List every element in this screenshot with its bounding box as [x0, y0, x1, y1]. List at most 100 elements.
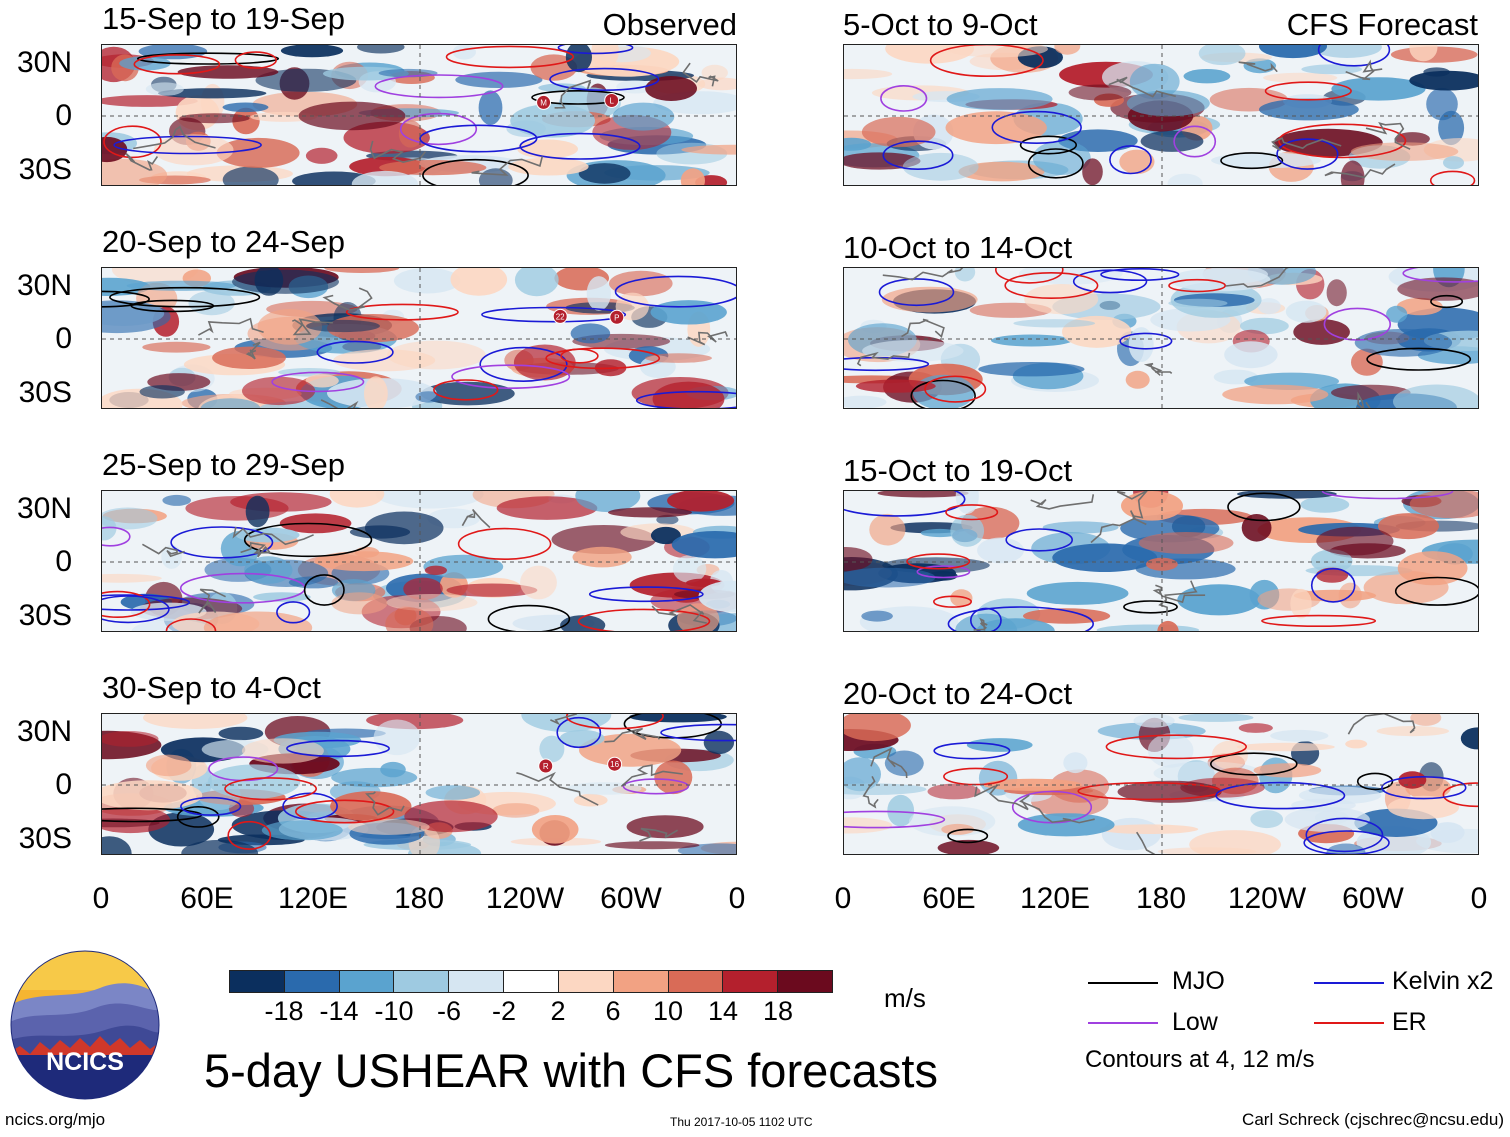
contour-line [577, 608, 711, 631]
anomaly-shading [1133, 714, 1175, 728]
contour-line [481, 306, 627, 323]
coastline [974, 784, 1029, 811]
contour-line [303, 574, 345, 606]
contour-line [970, 607, 1002, 631]
anomaly-shading [844, 783, 927, 795]
y-label: 0 [55, 545, 72, 578]
y-label: 30S [18, 376, 72, 409]
coastline [1116, 491, 1148, 520]
y-label: 30N [16, 715, 72, 748]
colorbar-tick: 6 [605, 996, 621, 1026]
anomaly-shading [844, 567, 936, 588]
x-label: 120W [485, 882, 565, 915]
contour-line [588, 586, 704, 603]
anomaly-shading [375, 491, 484, 509]
anomaly-shading [1099, 824, 1199, 834]
coastline [1143, 362, 1173, 376]
contour-line [1310, 567, 1356, 603]
contour-line [545, 347, 661, 370]
anomaly-shading [478, 90, 503, 125]
contour-line [1105, 734, 1247, 760]
anomaly-shading [1157, 620, 1179, 631]
anomaly-shading [1263, 72, 1338, 83]
anomaly-shading [941, 823, 975, 835]
storm-marker-label: L [609, 96, 614, 105]
coastline [604, 727, 661, 743]
contour-line [844, 491, 966, 517]
contour-line [906, 553, 971, 570]
anomaly-shading [1397, 551, 1468, 586]
anomaly-shading [950, 514, 985, 547]
anomaly-shading [1285, 300, 1327, 323]
map-field [844, 45, 1478, 185]
contour-line [165, 618, 217, 631]
anomaly-shading [575, 491, 641, 513]
colorbar-tick: 14 [707, 996, 739, 1026]
anomaly-shading [1387, 795, 1459, 820]
anomaly-shading [566, 782, 642, 795]
contour-line [1173, 125, 1217, 158]
anomaly-shading [626, 815, 704, 839]
y-label: 30S [18, 599, 72, 632]
anomaly-shading [314, 551, 414, 572]
anomaly-shading [348, 818, 430, 835]
anomaly-shading [1257, 298, 1281, 315]
anomaly-shading [680, 168, 705, 185]
footer-url[interactable]: ncics.org/mjo [5, 1110, 106, 1129]
panel-title: 15-Oct to 19-Oct [843, 453, 1073, 488]
anomaly-shading [1236, 742, 1335, 752]
contour-line [933, 595, 973, 608]
storm-marker: 22 [552, 308, 568, 324]
anomaly-shading [902, 152, 979, 181]
anomaly-shading [305, 147, 338, 164]
contour-line [422, 158, 529, 185]
anomaly-shading [578, 163, 631, 184]
coastline [198, 317, 264, 336]
anomaly-shading [937, 839, 1000, 854]
anomaly-shading [452, 45, 476, 60]
main-title: 5-day USHEAR with CFS forecasts [204, 1044, 938, 1097]
anomaly-shading [1126, 90, 1210, 117]
anomaly-shading [950, 589, 973, 607]
coastline [516, 771, 599, 806]
y-label: 0 [55, 322, 72, 355]
coastline [245, 341, 261, 360]
contour-line [224, 777, 318, 801]
anomaly-shading [1331, 77, 1426, 101]
coastline [651, 604, 707, 624]
anomaly-shading [877, 491, 969, 498]
anomaly-shading [364, 376, 388, 408]
contour-line [227, 820, 272, 850]
contour-line [929, 45, 1044, 77]
anomaly-shading [380, 761, 406, 778]
anomaly-shading [586, 276, 611, 311]
anomaly-shading [102, 158, 168, 185]
contour-line [109, 286, 261, 308]
anomaly-shading [1138, 532, 1234, 554]
anomaly-shading [1386, 305, 1408, 323]
contour-line [1220, 152, 1284, 170]
anomaly-shading [671, 531, 736, 559]
anomaly-shading [520, 565, 557, 600]
anomaly-shading [415, 391, 442, 403]
panel-title: 20-Sep to 24-Sep [102, 224, 346, 259]
contour-line [102, 595, 170, 624]
x-label: 0 [834, 882, 852, 915]
anomaly-shading [329, 491, 385, 508]
anomaly-shading [1082, 158, 1103, 185]
contour-line [945, 504, 999, 521]
coastline [125, 153, 159, 171]
anomaly-shading [510, 103, 595, 138]
anomaly-shading [222, 102, 269, 113]
coastline [240, 542, 272, 558]
anomaly-shading [517, 139, 578, 159]
contour-line [282, 792, 338, 820]
contour-line [374, 74, 504, 99]
colorbar-swatch [449, 971, 505, 992]
storm-marker-label: 22 [556, 312, 565, 321]
anomaly-shading [1042, 521, 1119, 534]
footer-author: Carl Schreck (cjschrec@ncsu.edu) [1242, 1110, 1504, 1129]
anomaly-shading [1270, 729, 1329, 742]
anomaly-shading [855, 379, 936, 393]
